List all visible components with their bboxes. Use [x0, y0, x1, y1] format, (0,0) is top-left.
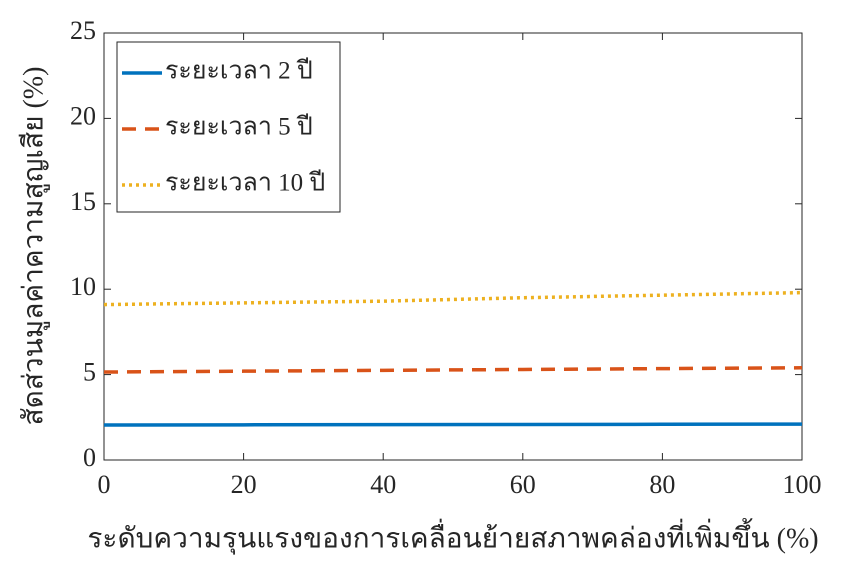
legend-box — [116, 41, 341, 213]
x-tick-label: 100 — [783, 470, 822, 499]
data-line — [103, 366, 803, 374]
x-tick-label: 40 — [370, 470, 396, 499]
data-line — [103, 290, 803, 307]
legend-label: ระยะเวลา 10 ปี — [165, 169, 325, 197]
plot-frame — [103, 32, 803, 461]
x-axis-label: ระดับความรุนแรงของการเคลื่อนย้ายสภาพคล่อ… — [87, 517, 818, 555]
y-tick-label: 5 — [83, 358, 96, 387]
y-axis-label: สัดส่วนมูลค่าความสูญเสีย (%) — [17, 67, 50, 426]
legend-label: ระยะเวลา 5 ปี — [165, 113, 313, 141]
y-tick-label: 10 — [70, 272, 96, 301]
y-tick-label: 15 — [70, 187, 96, 216]
x-tick-label: 80 — [649, 470, 675, 499]
y-tick-label: 20 — [70, 101, 96, 130]
y-tick-label: 25 — [70, 16, 96, 45]
x-tick-label: 60 — [510, 470, 536, 499]
x-tick-label: 20 — [231, 470, 257, 499]
y-tick-label: 0 — [83, 443, 96, 472]
x-tick-label: 0 — [98, 470, 111, 499]
legend-label: ระยะเวลา 2 ปี — [165, 57, 313, 85]
data-line — [103, 422, 803, 427]
